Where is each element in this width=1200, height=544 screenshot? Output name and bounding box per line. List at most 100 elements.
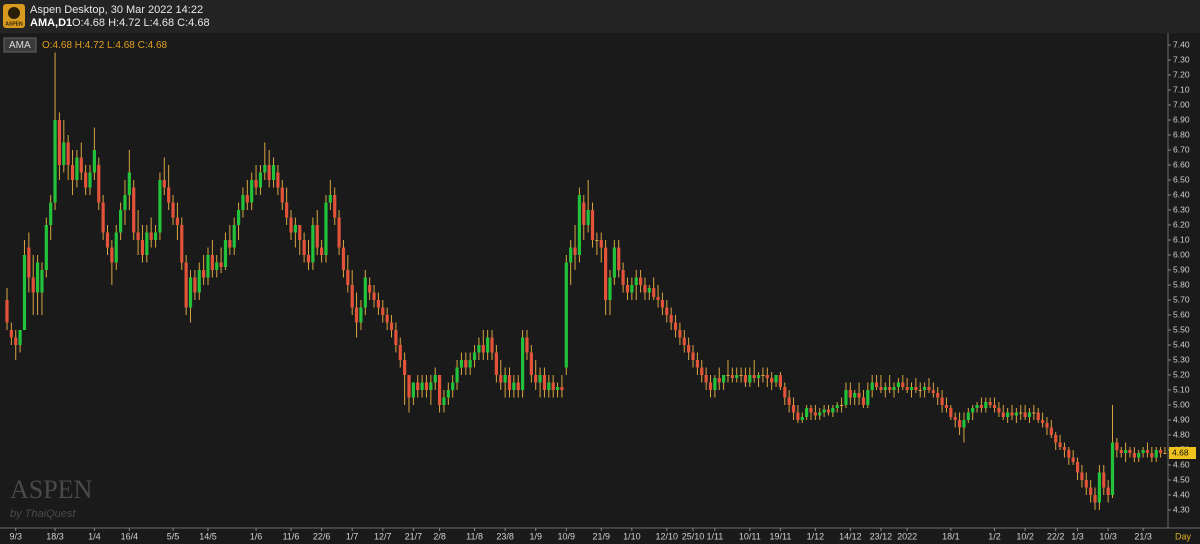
y-tick-label: 7.20 [1173, 69, 1190, 79]
candle-body [774, 375, 778, 383]
x-tick-label: 1/6 [250, 531, 263, 541]
candle-body [748, 375, 752, 383]
candle-body [722, 375, 726, 383]
candle-body [975, 405, 979, 408]
y-tick-label: 4.40 [1173, 489, 1190, 499]
candle-body [551, 382, 555, 390]
candle-body [442, 397, 446, 405]
candle-body [398, 345, 402, 360]
candle-body [315, 225, 319, 248]
candle-body [835, 405, 839, 408]
candle-body [665, 307, 669, 315]
candle-body [84, 172, 88, 188]
last-price-label: 4.68 [1172, 447, 1189, 457]
candle-body [27, 247, 31, 278]
candle-body [499, 375, 503, 383]
candle-body [643, 285, 647, 293]
candle-body [962, 420, 966, 428]
candle-body [289, 217, 293, 233]
x-tick-label: 14/5 [199, 531, 217, 541]
candle-body [403, 360, 407, 375]
candle-body [1089, 487, 1093, 495]
x-tick-label: 10/9 [558, 531, 576, 541]
x-tick-label: 12/7 [374, 531, 392, 541]
candle-body [826, 409, 831, 413]
candle-body [612, 247, 616, 278]
candle-body [940, 397, 944, 405]
candle-body [1141, 450, 1145, 453]
candle-body [1006, 412, 1010, 417]
candle-body [472, 352, 477, 360]
candle-body [953, 417, 957, 420]
candle-body [57, 120, 62, 165]
y-tick-label: 5.90 [1173, 264, 1190, 274]
candle-body [477, 345, 481, 353]
candle-body [695, 360, 699, 368]
candle-body [944, 405, 949, 408]
candle-body [416, 382, 420, 390]
candle-body [459, 360, 464, 368]
candle-body [167, 187, 171, 203]
candle-body [455, 367, 459, 383]
x-tick-label: 18/1 [942, 531, 960, 541]
candle-body [682, 337, 686, 345]
candle-body [1036, 412, 1040, 420]
candle-body [14, 337, 18, 345]
y-tick-label: 6.50 [1173, 174, 1190, 184]
candle-body [726, 375, 730, 376]
candle-body [1080, 472, 1084, 480]
candle-body [263, 165, 267, 173]
y-tick-label: 4.30 [1173, 504, 1190, 514]
candle-body [831, 408, 835, 413]
x-tick-label: 10/11 [739, 531, 761, 541]
candle-body [153, 232, 158, 240]
candle-body [507, 375, 512, 390]
x-tick-label: 23/12 [870, 531, 893, 541]
candle-body [800, 417, 804, 420]
y-tick-label: 5.80 [1173, 279, 1190, 289]
x-tick-label: 1/4 [88, 531, 101, 541]
candle-body [1158, 450, 1163, 453]
candle-body [1010, 412, 1014, 416]
candle-body [119, 210, 123, 233]
candle-body [101, 202, 105, 233]
candle-body [306, 255, 311, 263]
candle-body [756, 375, 761, 378]
candle-body [320, 247, 324, 255]
x-tick-label: 5/5 [167, 531, 180, 541]
candle-body [957, 420, 962, 428]
candle-body [328, 195, 332, 203]
x-tick-label: 1/12 [807, 531, 825, 541]
candle-body [809, 408, 813, 413]
y-tick-label: 5.40 [1173, 339, 1190, 349]
candle-body [717, 378, 721, 383]
candle-body [516, 382, 520, 390]
candle-body [136, 232, 140, 240]
candle-body [368, 285, 372, 293]
y-tick-label: 5.00 [1173, 399, 1190, 409]
candle-body [818, 412, 822, 416]
logo-text: ASPEN [5, 21, 23, 27]
candle-body [1014, 412, 1018, 416]
candle-body [44, 225, 48, 270]
x-tick-label: 1/9 [529, 531, 542, 541]
x-tick-label: 2022 [897, 531, 917, 541]
candle-body [293, 225, 297, 233]
legend-ohlc: O:4.68 H:4.72 L:4.68 C:4.68 [42, 40, 168, 51]
candle-body [437, 375, 442, 405]
candle-body [232, 225, 236, 248]
y-tick-label: 4.90 [1173, 414, 1190, 424]
candle-body [608, 277, 612, 300]
y-tick-label: 6.80 [1173, 129, 1190, 139]
candle-body [451, 382, 455, 390]
candle-body [656, 297, 660, 300]
candle-body [647, 288, 651, 293]
candle-body [105, 232, 110, 248]
candle-body [337, 217, 341, 248]
candle-body [874, 382, 879, 387]
candle-body [870, 382, 874, 390]
y-tick-label: 5.20 [1173, 369, 1190, 379]
candle-body [407, 375, 411, 398]
candle-body [1062, 447, 1067, 450]
